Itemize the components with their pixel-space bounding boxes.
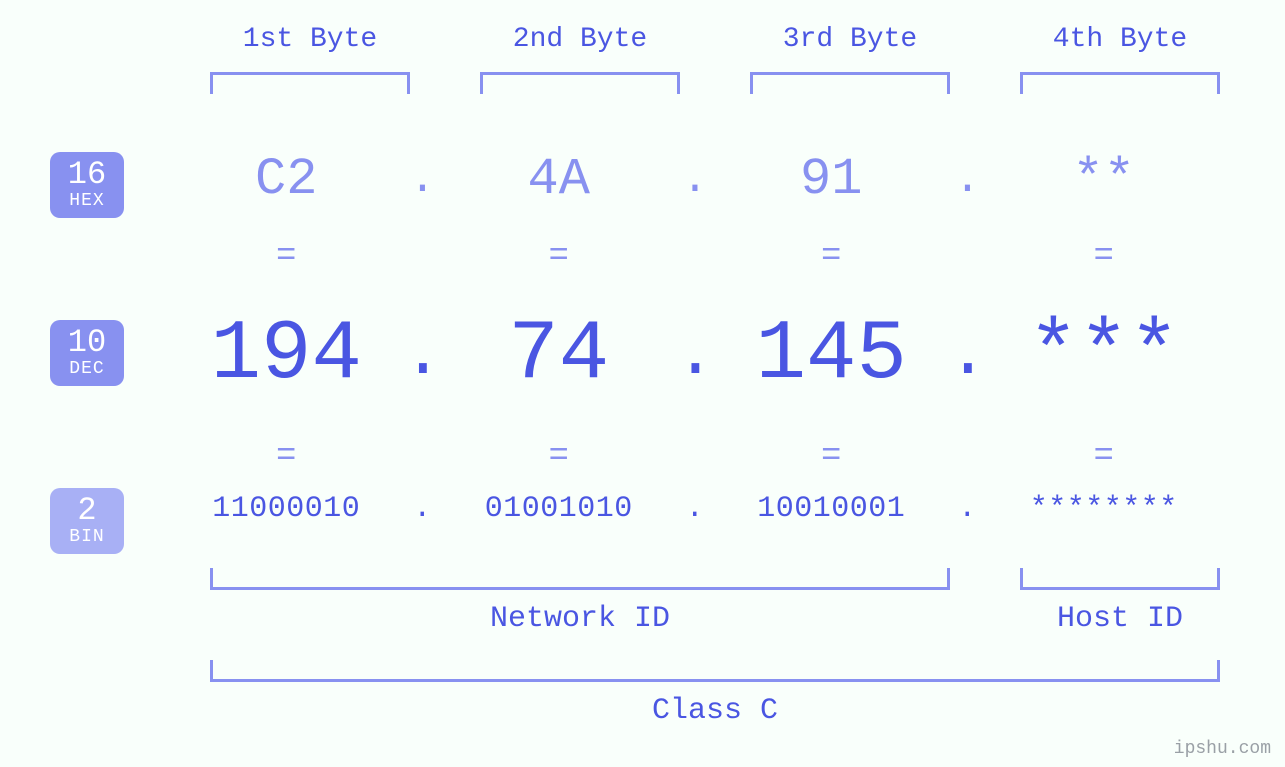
bin-dot-1: . bbox=[403, 492, 443, 526]
base-badge-dec: 10 DEC bbox=[50, 320, 124, 386]
byte-bracket-3 bbox=[750, 72, 950, 94]
eq-1-3: = bbox=[715, 238, 948, 276]
dec-dot-3: . bbox=[948, 317, 988, 394]
byte-header-3: 3rd Byte bbox=[730, 24, 970, 55]
bin-dot-3: . bbox=[948, 492, 988, 526]
byte-bracket-4 bbox=[1020, 72, 1220, 94]
row-equals-dec-bin: = . = . = . = bbox=[170, 438, 1220, 476]
byte-header-4: 4th Byte bbox=[1000, 24, 1240, 55]
dec-byte-2: 74 bbox=[443, 308, 676, 403]
base-badge-hex: 16 HEX bbox=[50, 152, 124, 218]
dec-dot-1: . bbox=[403, 317, 443, 394]
eq-1-1: = bbox=[170, 238, 403, 276]
bracket-class bbox=[210, 660, 1220, 682]
bin-dot-2: . bbox=[675, 492, 715, 526]
eq-2-4: = bbox=[988, 438, 1221, 476]
byte-header-1: 1st Byte bbox=[190, 24, 430, 55]
bin-byte-2: 01001010 bbox=[443, 492, 676, 526]
eq-2-1: = bbox=[170, 438, 403, 476]
dec-byte-4: *** bbox=[988, 308, 1221, 403]
base-badge-bin: 2 BIN bbox=[50, 488, 124, 554]
ip-bytes-diagram: 1st Byte 2nd Byte 3rd Byte 4th Byte 16 H… bbox=[0, 0, 1285, 767]
base-radix-hex: 16 bbox=[50, 158, 124, 192]
bracket-host-id bbox=[1020, 568, 1220, 590]
hex-dot-3: . bbox=[948, 155, 988, 205]
hex-byte-4: ** bbox=[988, 150, 1221, 209]
row-dec: 194 . 74 . 145 . *** bbox=[170, 308, 1220, 403]
label-network-id: Network ID bbox=[210, 602, 950, 636]
byte-bracket-2 bbox=[480, 72, 680, 94]
bin-byte-1: 11000010 bbox=[170, 492, 403, 526]
base-name-bin: BIN bbox=[50, 528, 124, 547]
base-name-hex: HEX bbox=[50, 192, 124, 211]
hex-dot-2: . bbox=[675, 155, 715, 205]
bin-byte-3: 10010001 bbox=[715, 492, 948, 526]
row-equals-hex-dec: = . = . = . = bbox=[170, 238, 1220, 276]
eq-1-4: = bbox=[988, 238, 1221, 276]
row-bin: 11000010 . 01001010 . 10010001 . *******… bbox=[170, 492, 1220, 526]
dec-byte-3: 145 bbox=[715, 308, 948, 403]
label-class: Class C bbox=[210, 694, 1220, 728]
byte-header-2: 2nd Byte bbox=[460, 24, 700, 55]
eq-2-3: = bbox=[715, 438, 948, 476]
row-hex: C2 . 4A . 91 . ** bbox=[170, 150, 1220, 209]
dec-dot-2: . bbox=[675, 317, 715, 394]
dec-byte-1: 194 bbox=[170, 308, 403, 403]
eq-2-2: = bbox=[443, 438, 676, 476]
base-name-dec: DEC bbox=[50, 360, 124, 379]
watermark: ipshu.com bbox=[1174, 739, 1271, 759]
hex-byte-3: 91 bbox=[715, 150, 948, 209]
base-radix-bin: 2 bbox=[50, 494, 124, 528]
hex-byte-1: C2 bbox=[170, 150, 403, 209]
hex-dot-1: . bbox=[403, 155, 443, 205]
eq-1-2: = bbox=[443, 238, 676, 276]
byte-bracket-1 bbox=[210, 72, 410, 94]
label-host-id: Host ID bbox=[1000, 602, 1240, 636]
bracket-network-id bbox=[210, 568, 950, 590]
bin-byte-4: ******** bbox=[988, 492, 1221, 526]
hex-byte-2: 4A bbox=[443, 150, 676, 209]
base-radix-dec: 10 bbox=[50, 326, 124, 360]
